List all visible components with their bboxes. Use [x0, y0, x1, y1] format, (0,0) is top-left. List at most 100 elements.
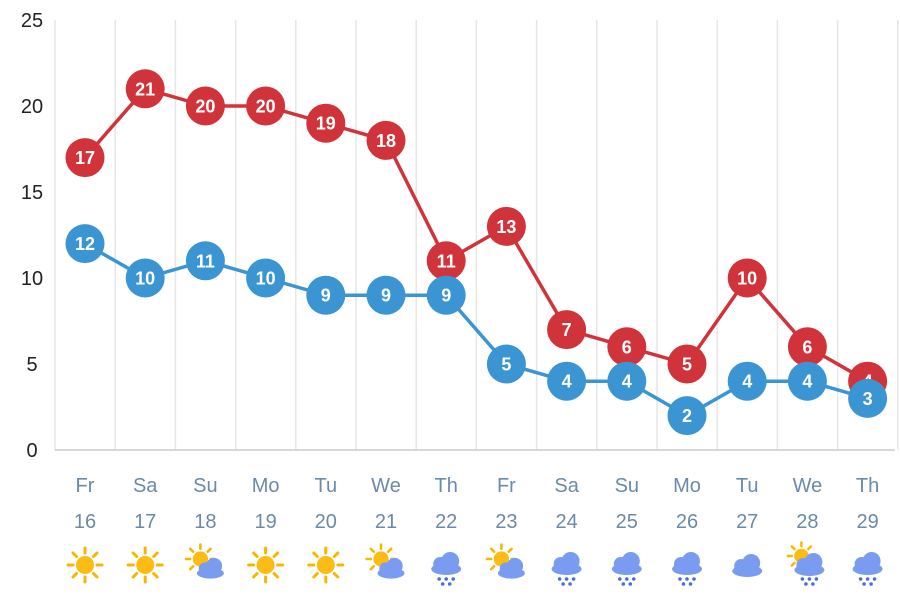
- sun-icon: [247, 546, 285, 584]
- data-label-min: 11: [196, 251, 215, 271]
- data-label-min: 4: [742, 372, 752, 392]
- day-label: Su: [615, 475, 639, 497]
- data-point-max: [547, 310, 587, 350]
- data-label-max: 6: [622, 337, 632, 357]
- y-tick-label: 20: [21, 96, 43, 118]
- data-point-min: [727, 361, 767, 401]
- day-label: Fr: [497, 475, 516, 497]
- cloud-icon: [732, 554, 763, 577]
- rain-icon: [672, 552, 702, 586]
- grid: [54, 20, 899, 451]
- data-label-max: 20: [195, 97, 215, 117]
- data-point-min: [607, 361, 647, 401]
- date-label: 21: [375, 511, 397, 533]
- data-label-min: 10: [135, 269, 155, 289]
- date-label: 24: [555, 511, 577, 533]
- day-label: Tu: [736, 475, 759, 497]
- data-label-min: 12: [75, 234, 95, 254]
- rain-icon: [611, 552, 642, 586]
- data-label-min: 9: [381, 286, 391, 306]
- data-point-min: [426, 275, 466, 315]
- data-point-min: [65, 224, 105, 264]
- data-label-min: 9: [321, 286, 331, 306]
- data-label-max: 18: [376, 131, 396, 151]
- data-label-min: 9: [441, 286, 451, 306]
- data-label-max: 11: [437, 251, 456, 271]
- date-label: 22: [435, 511, 457, 533]
- rain-icon: [551, 552, 582, 586]
- date-label: 29: [856, 511, 878, 533]
- sun-cloud-icon: [365, 543, 405, 579]
- data-point-max: [125, 69, 165, 109]
- data-point-max: [246, 86, 286, 126]
- data-point-max: [426, 241, 466, 281]
- data-label-max: 7: [562, 320, 572, 340]
- data-point-min: [306, 275, 346, 315]
- data-label-max: 21: [135, 79, 155, 99]
- data-point-min: [667, 396, 707, 436]
- data-point-max: [486, 206, 526, 246]
- data-label-max: 17: [75, 148, 95, 168]
- day-label: Fr: [76, 475, 95, 497]
- series-min: 12 10 11 10 9 9 9 5 4 4 2 4 4 3: [65, 224, 888, 436]
- data-point-max: [306, 103, 346, 143]
- date-label: 23: [495, 511, 517, 533]
- y-axis: 0 5 10 15 20 25: [21, 10, 43, 462]
- y-tick-label: 25: [21, 10, 43, 32]
- rain-icon: [852, 552, 883, 586]
- sun-rain-icon: [786, 541, 825, 586]
- date-label: 20: [315, 511, 337, 533]
- data-label-min: 5: [501, 355, 511, 375]
- day-label: Sa: [554, 475, 579, 497]
- data-label-max: 13: [496, 217, 516, 237]
- date-label: 25: [616, 511, 638, 533]
- day-label: We: [793, 475, 823, 497]
- sun-cloud-icon: [485, 543, 525, 579]
- date-label: 28: [796, 511, 818, 533]
- data-point-max: [667, 344, 707, 384]
- sun-cloud-icon: [184, 543, 224, 579]
- day-label: Mo: [673, 475, 701, 497]
- date-label: 17: [134, 511, 156, 533]
- y-tick-label: 15: [21, 182, 43, 204]
- y-tick-label: 0: [26, 440, 37, 462]
- data-label-max: 19: [316, 114, 336, 134]
- day-label: Th: [435, 475, 458, 497]
- data-point-min: [486, 344, 526, 384]
- data-point-max: [185, 86, 225, 126]
- data-label-max: 5: [682, 355, 692, 375]
- data-point-min: [125, 258, 165, 298]
- date-label: 27: [736, 511, 758, 533]
- data-label-min: 10: [256, 269, 276, 289]
- data-label-min: 3: [863, 389, 873, 409]
- data-point-min: [366, 275, 406, 315]
- day-label: Th: [856, 475, 879, 497]
- data-point-min: [246, 258, 286, 298]
- weather-icons: [66, 541, 883, 586]
- data-label-min: 2: [682, 406, 692, 426]
- data-point-min: [185, 241, 225, 281]
- day-label: Tu: [314, 475, 337, 497]
- day-label: Mo: [252, 475, 280, 497]
- rain-icon: [431, 552, 462, 586]
- sun-icon: [307, 546, 345, 584]
- date-label: 26: [676, 511, 698, 533]
- date-label: 16: [74, 511, 96, 533]
- data-label-min: 4: [802, 372, 812, 392]
- data-point-max: [65, 138, 105, 178]
- day-label: Sa: [133, 475, 158, 497]
- series-max: 17 21 20 20 19 18 11 13 7 6 5 10 6 4: [65, 69, 888, 401]
- data-point-min: [787, 361, 827, 401]
- data-point-max: [727, 258, 767, 298]
- data-point-min: [848, 378, 888, 418]
- sun-icon: [126, 546, 164, 584]
- data-label-min: 4: [622, 372, 632, 392]
- data-label-max: 10: [737, 269, 757, 289]
- y-tick-label: 10: [21, 268, 43, 290]
- data-point-max: [607, 327, 647, 367]
- y-tick-label: 5: [26, 354, 37, 376]
- sun-icon: [66, 546, 104, 584]
- data-point-max: [366, 120, 406, 160]
- day-label: Su: [193, 475, 217, 497]
